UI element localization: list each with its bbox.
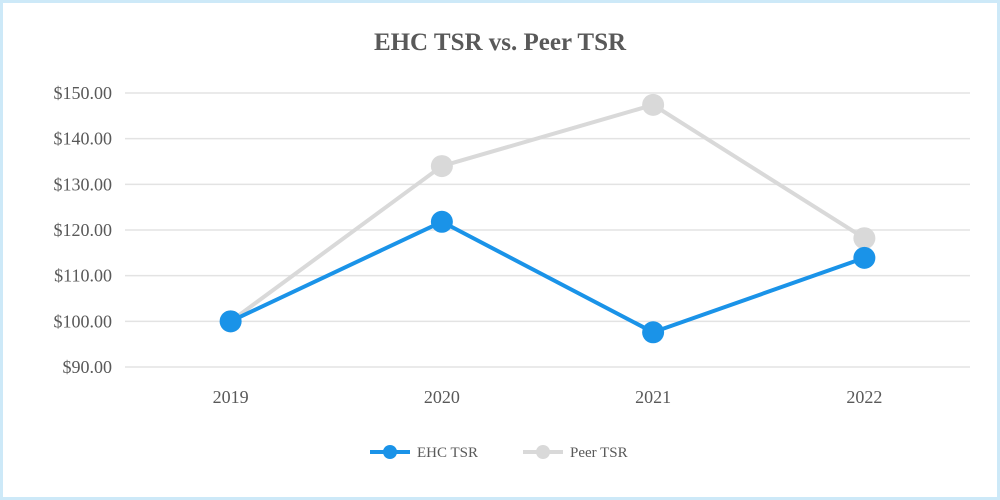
- y-axis-ticks: $90.00 $100.00 $110.00 $120.00 $130.00 $…: [54, 83, 113, 377]
- legend-item-ehc: EHC TSR: [370, 445, 478, 461]
- series-ehc-tsr: [219, 210, 876, 344]
- chart-title: EHC TSR vs. Peer TSR: [374, 29, 627, 56]
- x-axis-ticks: 2019 2020 2021 2022: [213, 387, 883, 407]
- data-point-ehc-tsr: [853, 246, 876, 269]
- data-point-ehc-tsr: [430, 210, 453, 233]
- series-line-ehc-tsr: [229, 219, 866, 335]
- x-tick-label: 2021: [635, 387, 671, 407]
- legend-item-peer: Peer TSR: [523, 445, 628, 461]
- x-tick-label: 2019: [213, 387, 249, 407]
- y-tick-label: $110.00: [54, 266, 112, 286]
- legend-label-peer: Peer TSR: [570, 445, 628, 461]
- legend-label-ehc: EHC TSR: [417, 445, 478, 461]
- legend-marker-peer: [536, 445, 550, 459]
- data-point-peer-tsr: [642, 93, 665, 116]
- x-tick-label: 2022: [846, 387, 882, 407]
- y-tick-label: $130.00: [54, 174, 113, 194]
- data-point-ehc-tsr: [642, 321, 665, 344]
- series-layer: [219, 93, 876, 344]
- legend-marker-ehc: [383, 445, 397, 459]
- y-tick-label: $90.00: [63, 357, 113, 377]
- data-point-peer-tsr: [853, 227, 876, 250]
- x-tick-label: 2020: [424, 387, 460, 407]
- series-line-peer-tsr: [229, 102, 866, 323]
- y-tick-label: $100.00: [54, 311, 113, 331]
- y-tick-label: $150.00: [54, 83, 113, 103]
- y-tick-label: $120.00: [54, 220, 113, 240]
- data-point-ehc-tsr: [219, 310, 242, 333]
- data-point-peer-tsr: [430, 155, 453, 178]
- series-peer-tsr: [219, 93, 876, 333]
- y-tick-label: $140.00: [54, 129, 113, 149]
- legend: EHC TSR Peer TSR: [370, 445, 628, 461]
- gridlines: [125, 92, 970, 368]
